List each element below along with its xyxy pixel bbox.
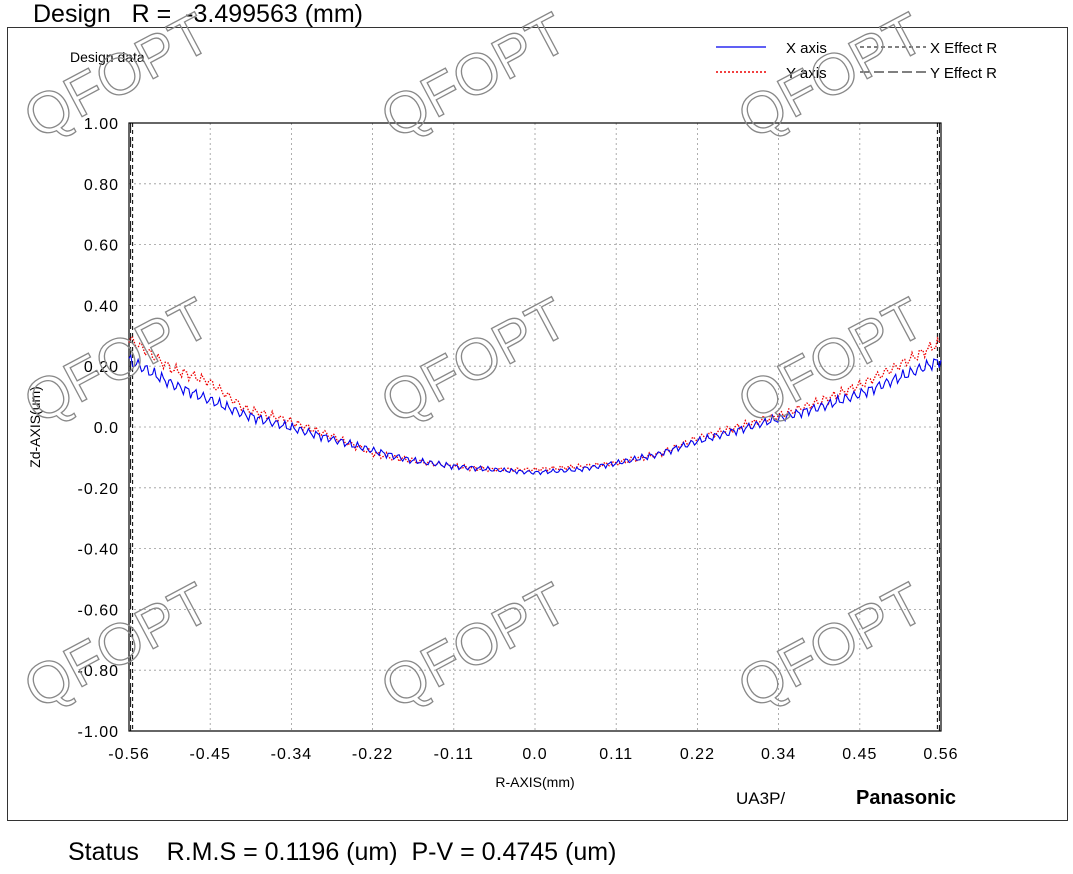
legend-label-x-effect-r: X Effect R [930, 40, 997, 57]
design-label: Design [33, 0, 111, 28]
x-tick-label: -0.11 [434, 746, 474, 763]
x-tick-labels: -0.56 -0.45 -0.34 -0.22 -0.11 0.0 0.11 0.22 0.34… [108, 746, 958, 763]
series-line-x-axis [128, 353, 942, 476]
y-axis-label: Zd-AXIS(um) [27, 386, 43, 468]
watermark: QFOPT [371, 285, 578, 436]
x-tick-label: -0.56 [108, 746, 149, 763]
status-line: Status R.M.S = 0.1196 (um) P-V = 0.4745 … [68, 834, 616, 870]
y-tick-label: -0.80 [78, 663, 119, 680]
y-tick-label: 0.0 [94, 420, 119, 437]
plot-frame [7, 27, 1068, 821]
x-tick-label: 0.56 [923, 746, 958, 763]
plot-area [128, 122, 942, 732]
y-tick-label: -1.00 [78, 724, 119, 741]
grid [129, 123, 941, 731]
series-line-y-axis [128, 336, 942, 473]
y-tick-label: -0.20 [78, 481, 119, 498]
y-tick-label: -0.40 [78, 542, 119, 559]
x-tick-label: 0.0 [522, 746, 547, 763]
x-tick-label: -0.22 [352, 746, 393, 763]
x-tick-label: -0.45 [189, 746, 230, 763]
watermark: QFOPT [14, 570, 221, 721]
x-tick-label: 0.11 [599, 746, 633, 763]
model-name: UA3P/ [736, 789, 785, 808]
legend: X axis X Effect R Y axis Y Effect R [716, 40, 997, 82]
y-tick-label: 0.80 [84, 177, 119, 194]
watermark: QFOPT [371, 0, 578, 151]
x-tick-label: 0.45 [842, 746, 877, 763]
effect-r-bounds [130, 123, 940, 731]
y-tick-label: 1.00 [84, 116, 119, 133]
x-tick-label: 0.22 [680, 746, 715, 763]
y-tick-label: 0.20 [84, 359, 119, 376]
x-axis-label: R-AXIS(mm) [495, 774, 574, 790]
watermarks: QFOPT QFOPT QFOPT QFOPT QFOPT QFOPT QFOP… [13, 0, 935, 722]
x-tick-label: -0.34 [271, 746, 312, 763]
chart-title: Design R = -3.499563 (mm) [33, 0, 363, 32]
design-radius: R = -3.499563 (mm) [131, 0, 364, 28]
legend-label-y-effect-r: Y Effect R [930, 65, 997, 82]
y-tick-label: -0.60 [78, 602, 119, 619]
status-label: Status [68, 838, 139, 866]
y-tick-labels: 1.00 0.80 0.60 0.40 0.20 0.0 -0.20 -0.40 -0.60 -0… [78, 116, 119, 741]
y-tick-label: 0.60 [84, 238, 119, 255]
watermark: QFOPT [728, 570, 935, 721]
pv-value: P-V = 0.4745 (um) [411, 838, 617, 866]
legend-label-y-axis: Y axis [786, 65, 827, 82]
maker-logo: Panasonic [856, 787, 956, 809]
legend-label-x-axis: X axis [786, 40, 827, 57]
watermark: QFOPT [728, 0, 935, 151]
watermark: QFOPT [728, 285, 935, 436]
x-tick-label: 0.34 [761, 746, 796, 763]
watermark: QFOPT [371, 570, 578, 721]
y-tick-label: 0.40 [84, 298, 119, 315]
series-layer [128, 336, 942, 476]
rms-value: R.M.S = 0.1196 (um) [166, 838, 398, 866]
chart-subtitle: Design data [70, 49, 145, 65]
